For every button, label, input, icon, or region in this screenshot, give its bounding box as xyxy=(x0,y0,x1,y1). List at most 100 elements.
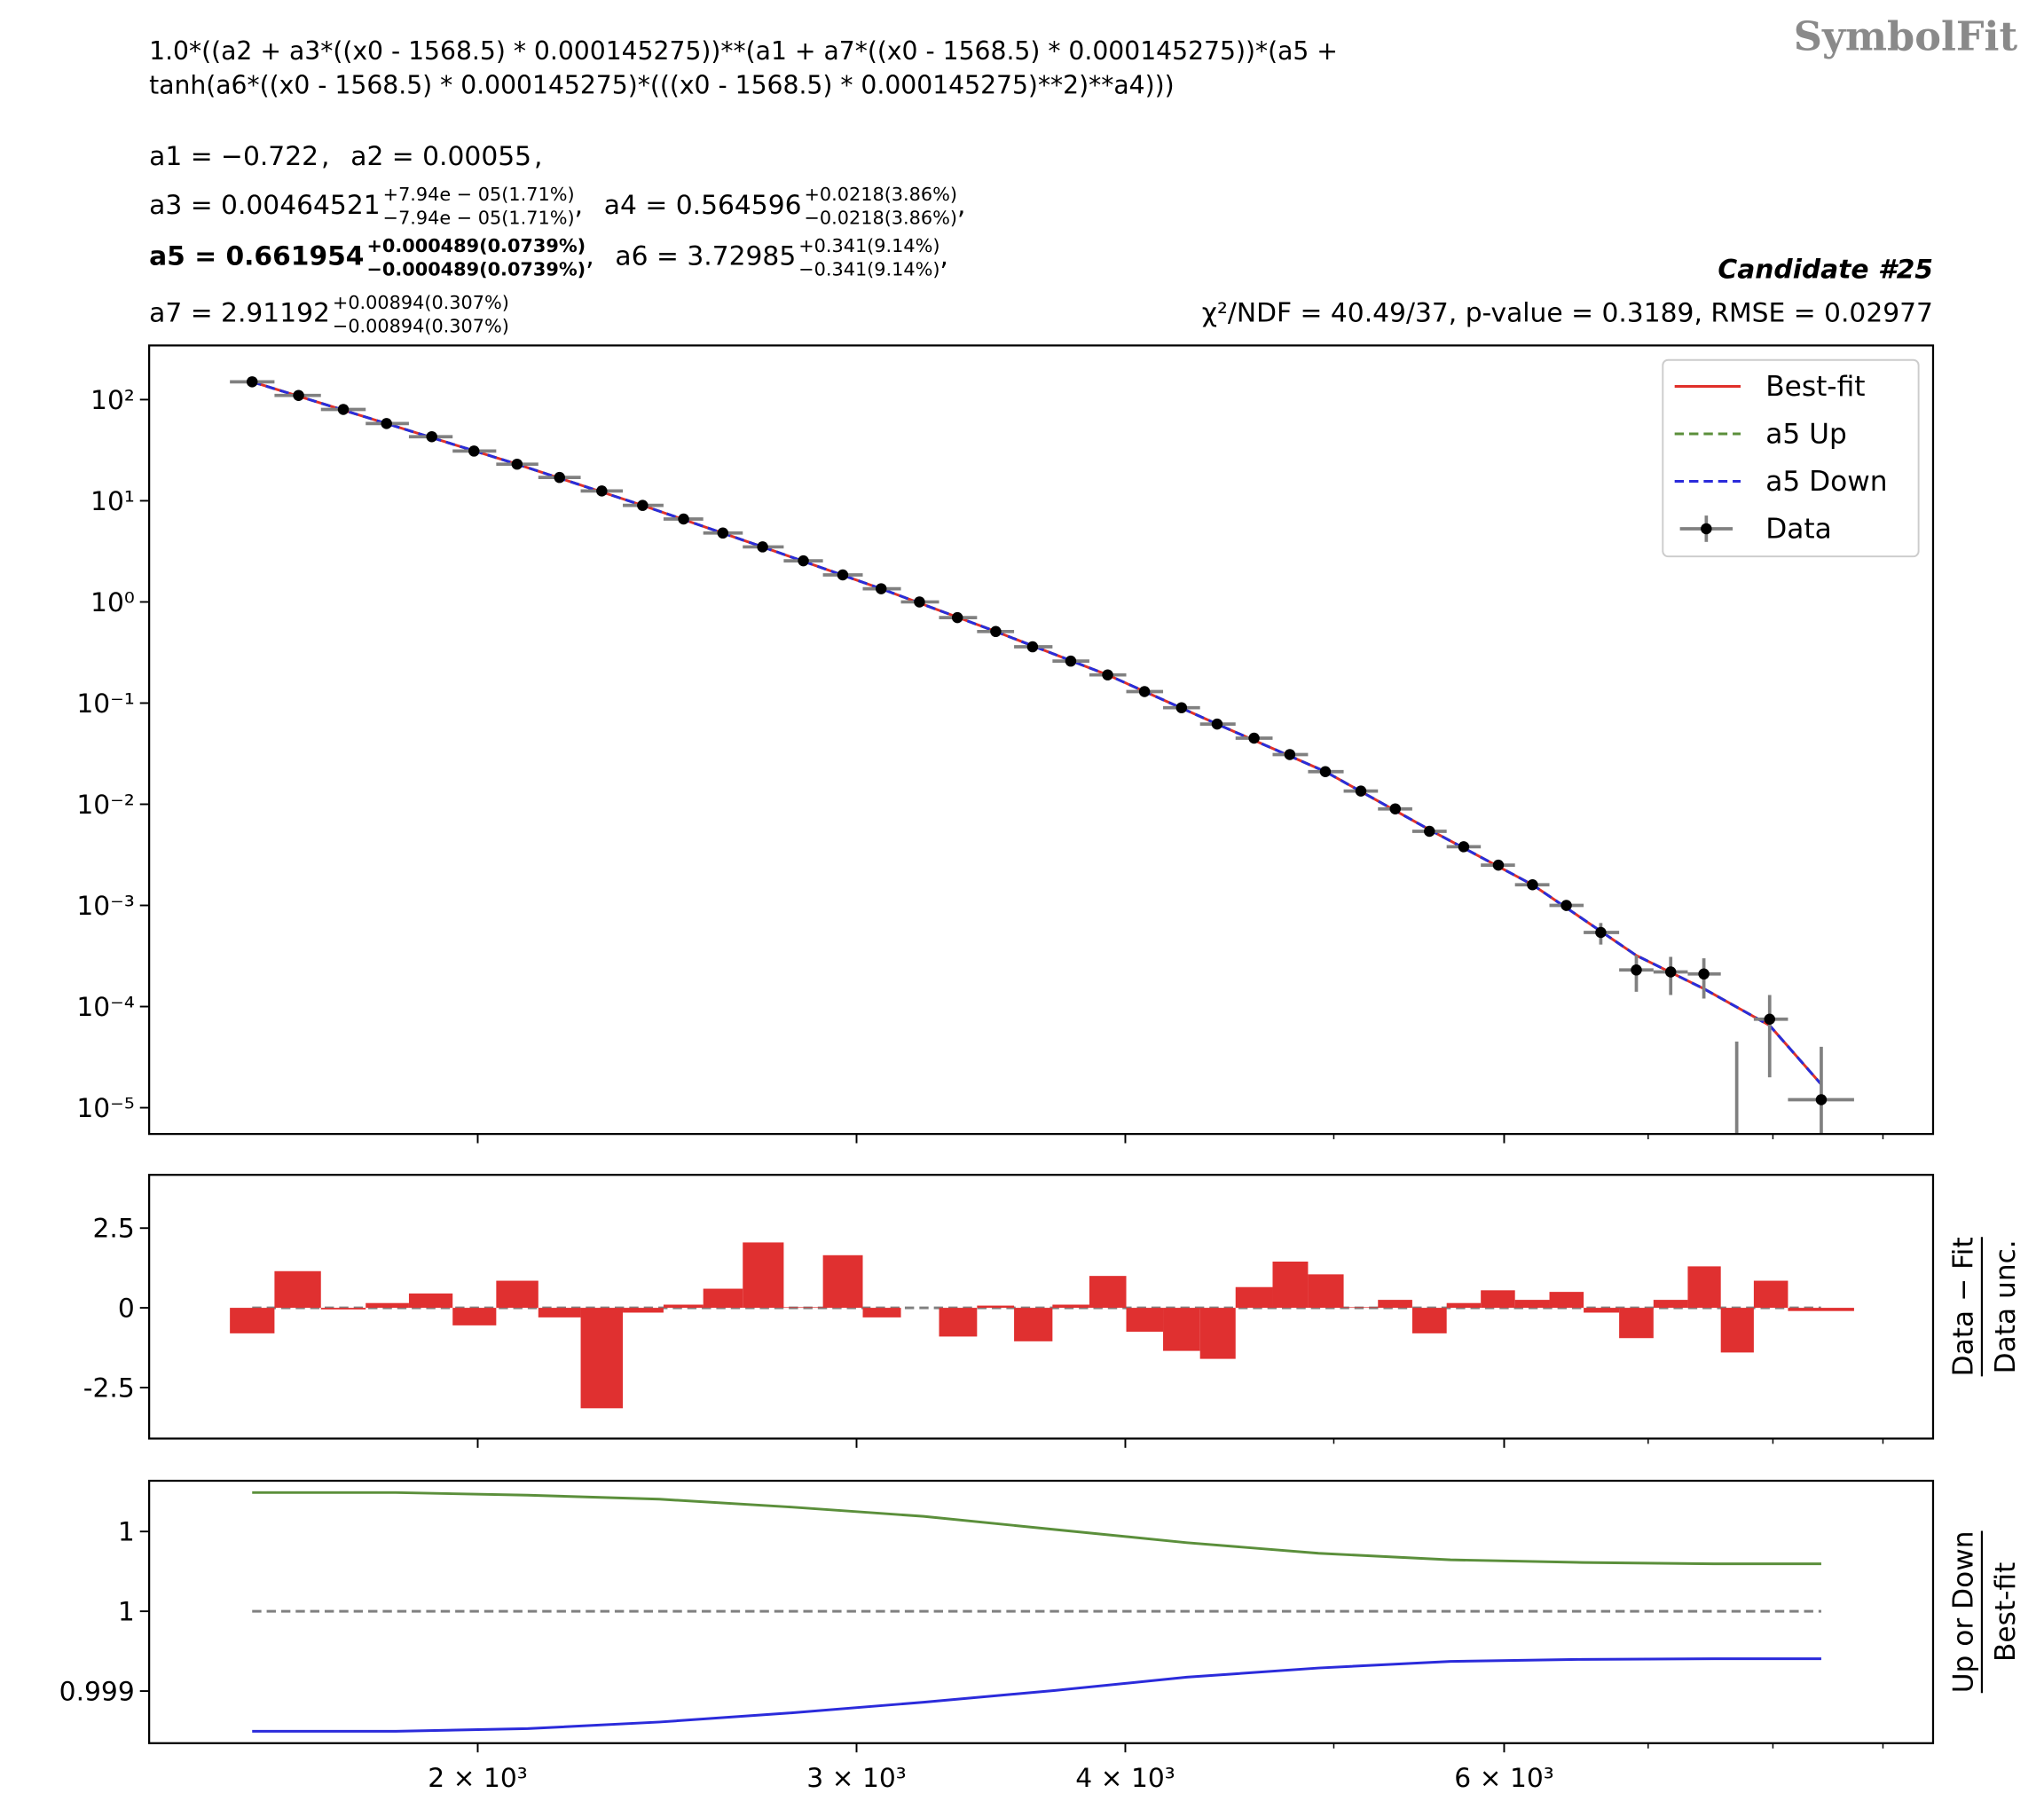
data-point xyxy=(1026,641,1039,653)
x-tick-label: 6 × 10³ xyxy=(1454,1763,1553,1794)
residual-bar xyxy=(623,1308,664,1313)
formula-line: tanh(a6*((x0 - 1568.5) * 0.000145275)*((… xyxy=(149,71,1175,100)
residual-bar xyxy=(1378,1300,1412,1309)
data-point xyxy=(554,471,565,484)
data-point xyxy=(596,485,608,497)
residual-bar xyxy=(1052,1304,1089,1309)
fit-line xyxy=(252,1657,1821,1733)
residual-bar xyxy=(1014,1308,1053,1341)
y-tick-label: 2.5 xyxy=(93,1214,135,1245)
legend-label: Best-fit xyxy=(1765,371,1865,403)
plot-area xyxy=(252,1491,1821,1733)
residual-bar xyxy=(1446,1302,1482,1309)
residual-bar xyxy=(274,1270,321,1309)
residual-bar xyxy=(1584,1308,1620,1313)
residual-bar xyxy=(1199,1308,1236,1359)
data-point xyxy=(1631,964,1642,976)
data-point xyxy=(1284,749,1296,760)
residual-bar xyxy=(1549,1292,1584,1309)
residual-bar xyxy=(1089,1276,1127,1309)
x-tick-label: 3 × 10³ xyxy=(806,1763,906,1794)
y-tick-label: 10⁻⁵ xyxy=(76,1093,134,1124)
residual-bar xyxy=(538,1308,581,1318)
data-point xyxy=(875,583,887,594)
y-tick-label: 0.999 xyxy=(59,1676,135,1707)
param-value: a3 = 0.00464521 xyxy=(149,190,381,221)
param-value: a5 = 0.661954 xyxy=(149,241,364,272)
fit-line xyxy=(252,1491,1821,1566)
param-separator: , xyxy=(957,190,965,221)
param-error-down: −0.341(9.14%) xyxy=(798,259,939,280)
residual-bar xyxy=(1481,1290,1515,1309)
param-separator: , xyxy=(534,141,542,172)
y-tick-label: 10⁻¹ xyxy=(76,688,134,720)
residual-bar xyxy=(1163,1308,1200,1351)
y-tick-label: 10⁻² xyxy=(76,790,134,821)
data-point xyxy=(951,611,963,624)
legend-label: a5 Up xyxy=(1765,418,1847,450)
residual-bar xyxy=(1308,1274,1344,1309)
param-error-up: +0.341(9.14%) xyxy=(798,235,939,256)
legend-box xyxy=(1662,358,1920,558)
data-point xyxy=(837,569,849,581)
x-tick-label: 2 × 10³ xyxy=(428,1763,527,1794)
y-tick-label: -2.5 xyxy=(83,1373,135,1404)
axes-frame xyxy=(148,1174,1935,1440)
residual-bar xyxy=(862,1308,901,1318)
candidate-label: Candidate #25 xyxy=(1718,255,1933,286)
y-tick-label: 10² xyxy=(90,385,135,416)
data-point xyxy=(757,541,768,553)
residual-bar xyxy=(977,1305,1015,1309)
data-point xyxy=(246,376,258,388)
data-point xyxy=(1065,655,1077,667)
data-point xyxy=(798,555,809,567)
residual-bar xyxy=(743,1242,784,1309)
residual-bar xyxy=(822,1255,863,1309)
param-separator: , xyxy=(586,241,594,272)
data-point xyxy=(381,418,392,429)
residual-bar xyxy=(1343,1307,1379,1309)
data-point xyxy=(426,430,437,443)
data-point xyxy=(293,389,304,401)
residual-bar xyxy=(1653,1300,1688,1309)
residual-bar xyxy=(1687,1266,1721,1309)
fit-stats: χ²/NDF = 40.49/37, p-value = 0.3189, RMS… xyxy=(1202,298,1933,329)
plot-area xyxy=(230,1242,1854,1409)
formula-line: 1.0*((a2 + a3*((x0 - 1568.5) * 0.0001452… xyxy=(149,36,1338,66)
residual-bar xyxy=(1619,1308,1654,1339)
data-point xyxy=(1492,859,1505,871)
param-error-down: −0.000489(0.0739%) xyxy=(366,259,586,280)
residual-bar xyxy=(1411,1308,1447,1333)
data-point xyxy=(678,513,689,525)
y-tick-label: 0 xyxy=(118,1293,135,1324)
residual-bar xyxy=(663,1304,704,1309)
y-axis-label: Best-fit xyxy=(1990,1562,2022,1662)
x-tick-label: 4 × 10³ xyxy=(1075,1763,1175,1794)
data-point xyxy=(717,527,729,539)
axes-frame xyxy=(148,344,1935,1136)
residual-bar xyxy=(1514,1300,1550,1309)
data-point xyxy=(1319,766,1332,777)
y-axis-label: Data − Fit xyxy=(1948,1237,1980,1376)
data-point xyxy=(337,404,350,415)
residual-bar xyxy=(230,1308,275,1333)
param-error-up: +0.00894(0.307%) xyxy=(333,292,509,313)
data-point xyxy=(1698,968,1710,980)
residual-bar xyxy=(1126,1308,1164,1333)
residual-bar xyxy=(1720,1308,1754,1353)
data-point xyxy=(1211,718,1223,730)
param-error-down: −0.00894(0.307%) xyxy=(333,316,509,337)
watermark: SymbolFit xyxy=(1794,12,2018,59)
data-point xyxy=(1355,785,1367,797)
data-point xyxy=(1664,966,1677,978)
data-point xyxy=(1458,841,1470,853)
residual-bar xyxy=(320,1308,366,1310)
residual-bar xyxy=(939,1308,978,1337)
residual-bar xyxy=(1235,1286,1273,1309)
data-point xyxy=(1815,1094,1828,1105)
residual-bar xyxy=(496,1280,539,1309)
data-point xyxy=(914,596,925,608)
residual-bar xyxy=(408,1293,453,1309)
